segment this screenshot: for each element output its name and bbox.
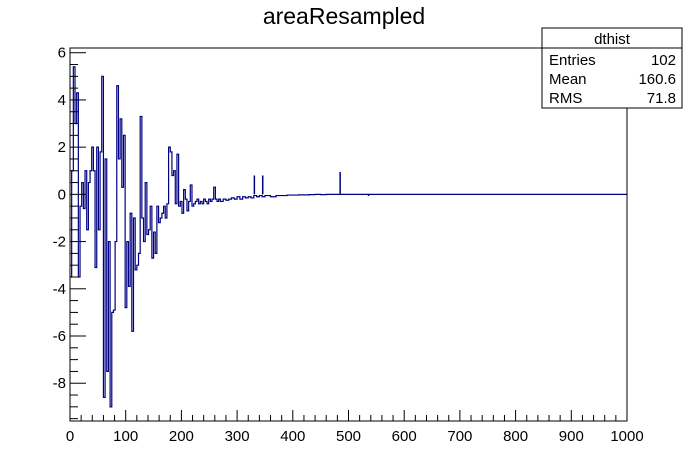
x-tick-label: 100: [113, 428, 138, 445]
histogram-series-line: [70, 66, 627, 408]
x-tick-label: 1000: [610, 428, 643, 445]
stats-mean-label: Mean: [549, 71, 587, 88]
x-axis: 0 100 200 300 400 500 600 700 800 900 1000: [66, 410, 644, 445]
y-tick-label: 2: [58, 139, 66, 156]
y-tick-label: 6: [58, 45, 66, 62]
chart-title: areaResampled: [263, 3, 425, 29]
stats-entries-value: 102: [651, 52, 676, 69]
x-tick-label: 800: [503, 428, 528, 445]
data-layer: [70, 66, 627, 408]
stats-entries-label: Entries: [549, 52, 596, 69]
stats-box-name: dthist: [594, 31, 631, 48]
x-tick-label: 700: [447, 428, 472, 445]
stats-mean-value: 160.6: [638, 71, 676, 88]
x-tick-label: 600: [392, 428, 417, 445]
stats-box: dthist Entries 102 Mean 160.6 RMS 71.8: [541, 27, 683, 109]
x-tick-label: 900: [559, 428, 584, 445]
stats-rms-value: 71.8: [647, 90, 676, 107]
y-tick-label: -8: [53, 375, 66, 392]
stats-box-frame: [541, 27, 683, 109]
x-tick-label: 200: [169, 428, 194, 445]
y-axis: -8 -6 -4 -2 0 2 4 6: [53, 45, 86, 420]
y-tick-label: -6: [53, 328, 66, 345]
x-tick-label: 500: [336, 428, 361, 445]
y-tick-label: -2: [53, 234, 66, 251]
x-tick-label: 300: [225, 428, 250, 445]
y-tick-label: -4: [53, 281, 66, 298]
y-tick-label: 0: [58, 186, 66, 203]
x-tick-label: 400: [280, 428, 305, 445]
y-tick-label: 4: [58, 92, 66, 109]
stats-rms-label: RMS: [549, 90, 582, 107]
x-tick-label: 0: [66, 428, 74, 445]
